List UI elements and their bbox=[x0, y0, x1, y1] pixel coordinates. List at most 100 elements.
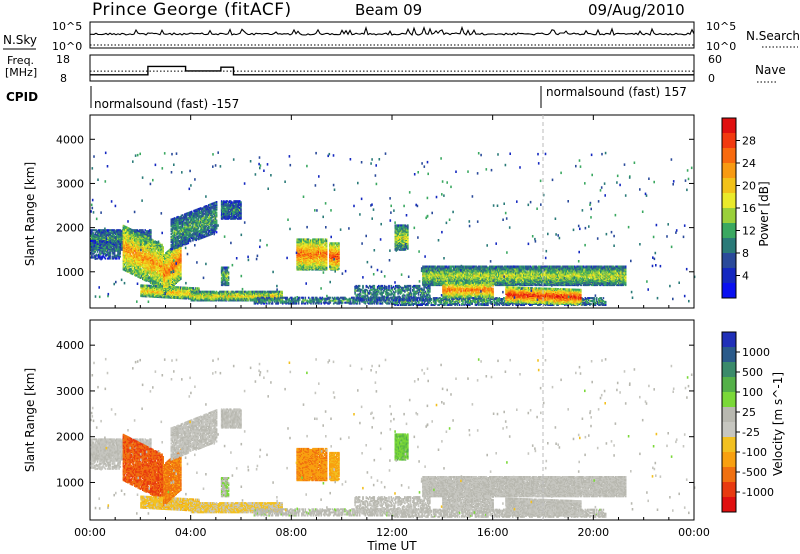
range-gate-cell bbox=[142, 237, 144, 240]
range-gate-cell bbox=[164, 267, 166, 270]
range-gate-cell bbox=[109, 232, 111, 235]
range-gate-cell bbox=[184, 228, 186, 231]
range-gate-cell bbox=[135, 229, 137, 232]
range-gate-cell bbox=[186, 286, 189, 289]
range-gate-cell bbox=[128, 234, 130, 237]
range-gate-cell bbox=[97, 248, 100, 251]
date-label: 09/Aug/2010 bbox=[588, 1, 685, 19]
range-gate-cell bbox=[122, 257, 125, 260]
range-gate-cell bbox=[167, 252, 170, 255]
range-gate-cell bbox=[157, 279, 160, 282]
range-gate-cell bbox=[129, 242, 132, 245]
range-gate-cell bbox=[179, 225, 182, 228]
range-gate-cell bbox=[173, 233, 176, 236]
range-gate-cell bbox=[150, 237, 152, 240]
nave-tick-lo: 0 bbox=[708, 72, 715, 85]
range-gate-cell bbox=[165, 252, 167, 255]
range-gate-cell bbox=[155, 240, 158, 243]
range-gate-cell bbox=[156, 255, 159, 258]
range-gate-cell bbox=[188, 233, 191, 236]
range-gate-cell bbox=[169, 266, 172, 269]
range-gate-cell bbox=[190, 287, 192, 290]
range-gate-cell bbox=[159, 242, 161, 245]
range-gate-cell bbox=[182, 296, 184, 299]
power-scatter bbox=[90, 151, 696, 306]
freq-label-line1: Freq. bbox=[7, 54, 34, 67]
range-gate-cell bbox=[164, 281, 166, 284]
range-gate-cell bbox=[185, 212, 187, 215]
range-gate-cell bbox=[178, 234, 181, 237]
range-gate-cell bbox=[128, 268, 130, 271]
range-gate-cell bbox=[160, 259, 162, 262]
range-gate-cell bbox=[161, 246, 163, 249]
range-gate-cell bbox=[179, 218, 182, 221]
range-gate-cell bbox=[183, 227, 185, 230]
range-gate-cell bbox=[135, 256, 137, 259]
range-gate-cell bbox=[176, 227, 178, 230]
range-gate-cell bbox=[156, 246, 159, 249]
range-gate-cell bbox=[123, 225, 126, 228]
range-gate-cell bbox=[180, 241, 183, 244]
range-gate-cell bbox=[143, 231, 145, 234]
range-gate-cell bbox=[181, 214, 184, 217]
range-gate-cell bbox=[128, 252, 130, 255]
range-gate-cell bbox=[173, 226, 176, 229]
range-gate-cell bbox=[151, 259, 153, 262]
range-gate-cell bbox=[177, 224, 179, 227]
range-gate-cell bbox=[122, 251, 125, 254]
range-gate-cell bbox=[151, 270, 153, 273]
range-gate-cell bbox=[172, 275, 174, 278]
range-gate-cell bbox=[186, 236, 188, 239]
range-gate-cell bbox=[171, 224, 174, 227]
range-gate-cell bbox=[135, 248, 137, 251]
range-gate-cell bbox=[130, 233, 133, 236]
range-gate-cell bbox=[152, 252, 154, 255]
range-gate-cell bbox=[118, 232, 120, 235]
range-gate-cell bbox=[155, 262, 158, 265]
range-gate-cell bbox=[157, 266, 160, 269]
range-gate-cell bbox=[111, 231, 114, 234]
range-gate-cell bbox=[127, 229, 129, 232]
nsky-label: N.Sky bbox=[3, 33, 37, 47]
range-gate-cell bbox=[168, 266, 171, 269]
range-gate-cell bbox=[177, 278, 180, 281]
range-gate-cell bbox=[147, 284, 149, 287]
range-gate-cell bbox=[192, 287, 194, 290]
range-gate-cell bbox=[171, 242, 174, 245]
range-gate-cell bbox=[164, 279, 166, 282]
range-gate-cell bbox=[126, 226, 128, 229]
range-gate-cell bbox=[160, 285, 163, 288]
range-gate-cell bbox=[151, 285, 154, 288]
nsky-tick-hi: 10^5 bbox=[52, 20, 82, 33]
range-gate-cell bbox=[152, 275, 154, 278]
range-gate-cell bbox=[177, 286, 180, 289]
range-gate-cell bbox=[101, 231, 103, 234]
range-gate-cell bbox=[189, 286, 191, 289]
range-gate-cell bbox=[155, 251, 158, 254]
range-gate-cell bbox=[184, 243, 186, 246]
range-gate-cell bbox=[142, 229, 144, 232]
range-gate-cell bbox=[114, 230, 117, 233]
range-gate-cell bbox=[144, 232, 146, 235]
range-gate-cell bbox=[129, 271, 132, 274]
range-gate-cell bbox=[136, 231, 138, 234]
range-gate-cell bbox=[154, 276, 156, 279]
range-gate-cell bbox=[137, 250, 139, 253]
range-gate-cell bbox=[125, 261, 127, 264]
range-gate-cell bbox=[181, 289, 183, 292]
range-gate-cell bbox=[134, 269, 136, 272]
range-gate-cell bbox=[162, 246, 164, 249]
range-gate-cell bbox=[176, 286, 179, 289]
range-gate-cell bbox=[178, 223, 181, 226]
cpid-left-text: normalsound (fast) -157 bbox=[94, 97, 239, 111]
range-gate-cell bbox=[121, 232, 124, 235]
range-gate-cell bbox=[188, 237, 191, 240]
range-gate-cell bbox=[130, 246, 133, 249]
range-gate-cell bbox=[96, 230, 99, 233]
range-gate-cell bbox=[154, 247, 156, 250]
range-gate-cell bbox=[102, 229, 105, 232]
range-gate-cell bbox=[185, 229, 187, 232]
range-gate-cell bbox=[155, 245, 158, 248]
range-gate-cell bbox=[178, 286, 181, 289]
range-gate-cell bbox=[157, 288, 159, 291]
